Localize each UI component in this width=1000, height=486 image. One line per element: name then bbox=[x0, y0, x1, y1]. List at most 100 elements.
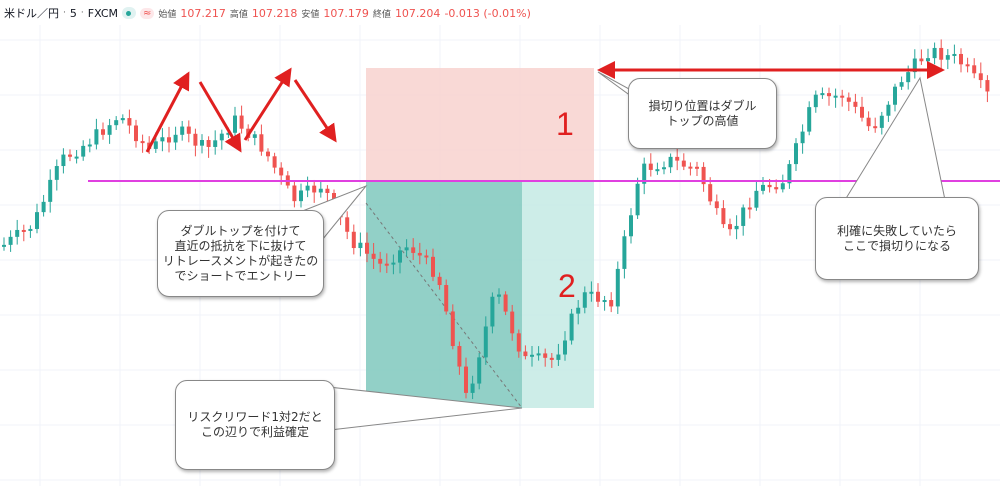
candle-body bbox=[932, 47, 937, 59]
candle-body bbox=[81, 145, 86, 157]
profit-zone-light bbox=[522, 182, 594, 408]
candle-body bbox=[292, 185, 297, 202]
candle-body bbox=[780, 183, 785, 190]
source: FXCM bbox=[87, 6, 118, 20]
candle-body bbox=[101, 129, 105, 135]
candle-body bbox=[794, 143, 798, 165]
candle-body bbox=[866, 117, 871, 127]
candle-body bbox=[549, 357, 554, 360]
candle-body bbox=[424, 255, 429, 258]
callout-fail-tail bbox=[844, 76, 946, 201]
callout-target-tail bbox=[309, 384, 523, 431]
candle-body bbox=[873, 126, 878, 129]
zone-label-1: 1 bbox=[556, 106, 574, 142]
candle-body bbox=[325, 188, 330, 193]
candle-body bbox=[972, 65, 977, 74]
candle-body bbox=[404, 247, 409, 251]
candle-body bbox=[747, 207, 752, 210]
candle-body bbox=[391, 262, 396, 265]
candle-body bbox=[180, 126, 185, 135]
candle-body bbox=[332, 192, 336, 202]
low-value: 107.179 bbox=[323, 6, 369, 20]
candle-body bbox=[787, 164, 792, 184]
candle-body bbox=[259, 134, 264, 152]
candle-body bbox=[629, 215, 633, 237]
candle-body bbox=[497, 294, 501, 297]
candle-body bbox=[153, 141, 158, 149]
candle-body bbox=[510, 311, 515, 334]
double-top-arrow bbox=[198, 81, 242, 153]
candle-body bbox=[483, 326, 488, 358]
candle-body bbox=[708, 184, 713, 202]
candle-body bbox=[602, 300, 607, 303]
candle-body bbox=[127, 118, 132, 126]
open-label: 始値 bbox=[158, 9, 177, 20]
candle-body bbox=[675, 156, 680, 161]
candle-body bbox=[688, 166, 693, 169]
candle-body bbox=[576, 307, 581, 314]
candle-body bbox=[35, 212, 39, 229]
candle-body bbox=[213, 140, 218, 147]
candle-body bbox=[827, 93, 831, 97]
candle-body bbox=[853, 101, 858, 107]
open-value: 107.217 bbox=[180, 6, 226, 20]
candle-body bbox=[833, 95, 838, 98]
high-value: 107.218 bbox=[251, 6, 298, 20]
double-top-arrow bbox=[145, 71, 190, 153]
candle-body bbox=[299, 190, 303, 202]
candle-body bbox=[714, 201, 719, 209]
candle-body bbox=[477, 357, 482, 384]
double-top-arrow bbox=[243, 67, 292, 141]
candle-body bbox=[860, 106, 864, 118]
callout-stop-loss: 損切り位置はダブル トップの高値 bbox=[628, 78, 777, 149]
candle-body bbox=[8, 236, 13, 245]
candle-body bbox=[193, 133, 198, 146]
candle-body bbox=[114, 120, 119, 126]
candle-body bbox=[985, 80, 990, 92]
candle-body bbox=[800, 131, 805, 144]
candle-body bbox=[490, 296, 495, 327]
symbol[interactable]: 米ドル／円 bbox=[4, 7, 59, 20]
candle-body bbox=[206, 140, 211, 147]
candle-body bbox=[94, 129, 99, 145]
candle-body bbox=[398, 250, 402, 263]
close-value: 107.204 bbox=[394, 6, 441, 20]
candle-body bbox=[879, 115, 884, 128]
candle-body bbox=[252, 134, 257, 138]
candle-body bbox=[74, 156, 79, 159]
candle-body bbox=[15, 229, 20, 237]
interval[interactable]: 5 bbox=[69, 6, 77, 20]
candle-body bbox=[563, 340, 567, 355]
candle-body bbox=[167, 137, 171, 143]
candle-body bbox=[622, 236, 627, 269]
candle-body bbox=[266, 151, 270, 157]
candle-body bbox=[926, 58, 930, 62]
candle-body bbox=[87, 144, 92, 147]
candle-body bbox=[906, 72, 911, 83]
candle-body bbox=[450, 311, 455, 347]
candle-body bbox=[820, 93, 825, 96]
candle-body bbox=[21, 229, 26, 232]
candle-body bbox=[741, 207, 746, 226]
market-status-icon bbox=[121, 7, 136, 19]
candle-body bbox=[233, 115, 237, 133]
candle-body bbox=[774, 187, 779, 190]
close-label: 終値 bbox=[372, 9, 391, 20]
candle-body bbox=[939, 47, 944, 60]
candle-body bbox=[978, 73, 983, 81]
candle-body bbox=[734, 225, 739, 230]
candle-body bbox=[523, 351, 528, 357]
candle-body bbox=[140, 141, 145, 144]
candle-body bbox=[457, 346, 462, 367]
candle-body bbox=[721, 208, 726, 225]
candle-body bbox=[28, 228, 33, 231]
candle-body bbox=[371, 253, 376, 259]
candle-body bbox=[107, 125, 112, 135]
candle-body bbox=[543, 353, 548, 358]
candle-body bbox=[754, 190, 759, 208]
candle-body bbox=[899, 82, 904, 87]
candle-body bbox=[807, 107, 812, 132]
candle-body bbox=[893, 86, 897, 105]
candle-body bbox=[470, 383, 475, 393]
